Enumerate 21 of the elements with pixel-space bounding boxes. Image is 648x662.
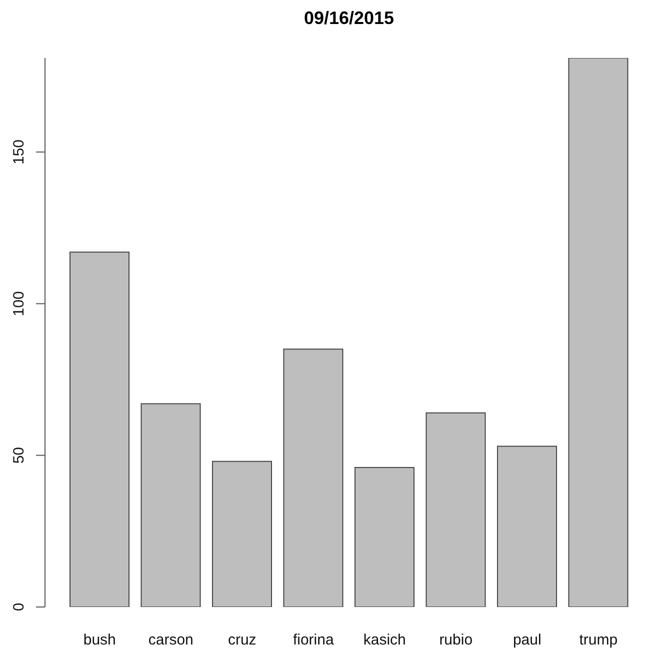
bar [283, 348, 344, 607]
y-tick-label: 50 [10, 447, 28, 464]
y-tick-label: 0 [10, 602, 28, 612]
x-tick-label: cruz [228, 632, 256, 649]
bar [568, 58, 628, 607]
x-tick-label: rubio [439, 632, 473, 649]
bar [354, 466, 414, 607]
y-tick-label: 100 [10, 291, 28, 316]
bar [212, 460, 272, 607]
bar [497, 446, 557, 607]
chart-title: 09/16/2015 [302, 8, 396, 29]
x-tick-label: kasich [363, 632, 406, 649]
x-tick-label: trump [579, 632, 618, 649]
bar [140, 403, 201, 607]
x-tick-label: fiorina [292, 632, 334, 649]
x-tick-label: paul [512, 632, 542, 649]
bar [70, 252, 130, 607]
x-tick-label: carson [148, 632, 194, 649]
bar [426, 412, 486, 607]
x-tick-label: bush [83, 632, 116, 649]
y-tick-label: 150 [10, 140, 28, 165]
